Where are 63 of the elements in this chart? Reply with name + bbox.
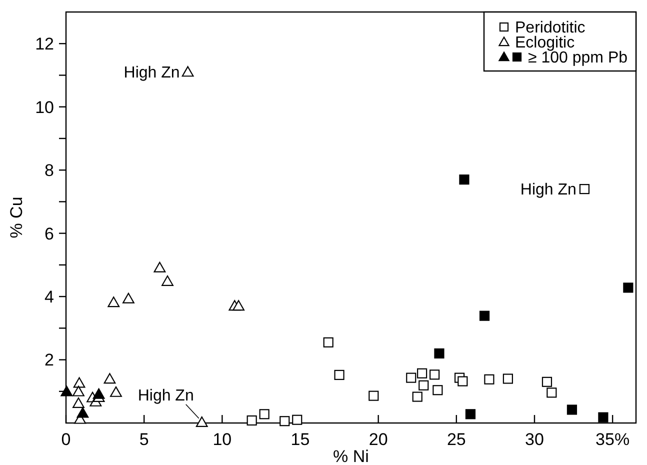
annotation: High Zn [124, 64, 180, 82]
point [434, 348, 444, 358]
x-tick-label: 0 [61, 430, 71, 449]
y-axis-title: % Cu [7, 196, 26, 238]
point [417, 368, 428, 378]
point [479, 310, 490, 321]
y-tick-label: 10 [35, 98, 54, 117]
x-tick-label: 30 [525, 430, 544, 449]
x-tick-label: 10 [212, 430, 232, 449]
point [246, 415, 257, 426]
point [406, 372, 416, 383]
point [122, 292, 134, 304]
point [542, 376, 552, 387]
point [108, 296, 120, 308]
y-tick-label: 12 [35, 34, 54, 54]
point [598, 412, 608, 422]
y-tick-label: 4 [44, 287, 54, 306]
legend-label: ≥ 100 ppm Pb [528, 50, 628, 67]
point [154, 262, 166, 272]
point [72, 386, 84, 396]
x-tick-label: 15 [290, 430, 310, 449]
point [110, 386, 122, 397]
x-tick-label: 35% [596, 430, 630, 449]
point [546, 388, 557, 398]
point [104, 373, 116, 384]
x-tick-label: 5 [139, 430, 149, 449]
x-tick-label: 25 [446, 430, 466, 449]
x-tick-label: 20 [368, 430, 388, 449]
point [502, 374, 513, 384]
point [73, 377, 86, 388]
point [60, 386, 73, 396]
legend-label: Peridotitic [515, 20, 586, 37]
y-tick-label: 2 [44, 350, 54, 370]
point [432, 385, 443, 396]
point [259, 409, 270, 420]
point [92, 388, 105, 399]
point [323, 337, 334, 348]
point [292, 414, 302, 425]
point [280, 416, 290, 426]
point [182, 66, 194, 77]
point [412, 392, 422, 402]
legend-label: Eclogitic [515, 34, 575, 52]
point [418, 380, 429, 390]
x-axis-title: % Ni [333, 447, 369, 465]
point [232, 300, 245, 311]
point [162, 275, 174, 286]
point [196, 416, 208, 427]
annotation: High Zn [138, 387, 194, 404]
point [459, 174, 470, 185]
y-tick-label: 6 [44, 224, 54, 244]
point [484, 374, 494, 384]
point [465, 409, 476, 420]
point [334, 370, 344, 380]
point [458, 376, 468, 386]
point [72, 397, 84, 408]
point [430, 370, 440, 380]
annotation: High Zn [520, 182, 576, 199]
y-tick-label: 8 [44, 161, 54, 180]
point [579, 184, 590, 194]
point [368, 390, 379, 401]
point [76, 407, 89, 418]
point [623, 282, 634, 293]
point [566, 404, 578, 415]
